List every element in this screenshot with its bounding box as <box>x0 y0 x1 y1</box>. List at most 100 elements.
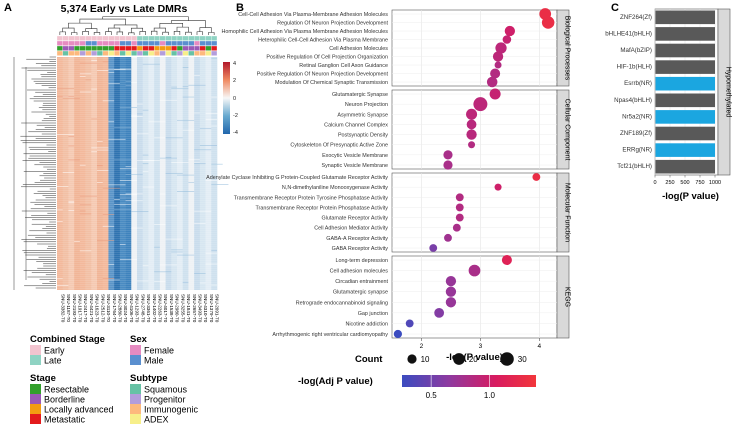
annotation-cell <box>91 40 98 46</box>
enrichment-dot <box>466 129 477 140</box>
annotation-cell <box>62 40 69 46</box>
legend-label-borderline: Borderline <box>44 395 85 405</box>
scale-tick-neg2: -2 <box>233 113 238 119</box>
motif-label: ERRg(NR) <box>622 147 652 154</box>
legend-label-early: Early <box>44 346 65 356</box>
annotation-cell <box>199 35 206 41</box>
annotation-cell <box>171 35 178 41</box>
sample-label: SNU-2512-T0 <box>100 294 105 323</box>
term-label: Transmembrane Receptor Protein Tyrosine … <box>234 195 389 201</box>
dendrogram-branch <box>150 30 158 35</box>
enrichment-dot <box>468 141 476 149</box>
annotation-cell <box>108 35 115 41</box>
facet-strip <box>556 255 570 339</box>
term-label: Cell Adhesion Mediator Activity <box>314 226 388 232</box>
annotation-cell <box>62 35 69 41</box>
annotation-cell <box>85 40 92 46</box>
enrichment-dot <box>445 275 457 287</box>
sample-label: SNU-1379-T0 <box>209 294 214 323</box>
sample-label: SNU-4310-T0 <box>203 294 208 323</box>
legend-swatch-immunogenic <box>130 404 141 414</box>
annotation-cell <box>56 35 63 41</box>
annotation-cell <box>56 50 63 56</box>
dendrogram-branch <box>162 31 169 35</box>
term-label: Cell adhesion molecules <box>330 269 389 275</box>
annotation-cell <box>136 35 143 41</box>
enrichment-dot <box>468 264 481 277</box>
term-label: Exocytic Vesicle Membrane <box>322 153 388 159</box>
annotation-cell <box>119 35 126 41</box>
legend-swatch-resectable <box>30 384 41 394</box>
enrichment-dot <box>494 183 502 191</box>
annotation-cell <box>91 50 98 56</box>
annotation-cell <box>79 40 86 46</box>
annotation-cell <box>165 40 172 46</box>
annotation-cell <box>165 35 172 41</box>
annotation-cell <box>91 35 98 41</box>
count-legend-label: 10 <box>421 355 430 364</box>
legend-title-combined-stage: Combined Stage <box>30 334 105 345</box>
heatmap-color-scale <box>223 62 230 134</box>
enrichment-dot <box>502 35 512 44</box>
enrichment-dot <box>504 25 516 37</box>
legend-swatch-squamous <box>130 384 141 394</box>
dendrogram-branch <box>85 28 98 33</box>
legend-title-subtype: Subtype <box>130 373 167 384</box>
legend-title-sex: Sex <box>130 334 148 345</box>
enrichment-dot <box>486 76 498 88</box>
annotation-cell <box>102 40 109 46</box>
annotation-cell <box>176 40 183 46</box>
annotation-cell <box>199 50 206 56</box>
annotation-cell <box>68 45 75 51</box>
dendrogram-branch <box>105 31 112 35</box>
enrichment-dot <box>452 223 461 232</box>
term-label: Cell Adhesion Molecules <box>329 46 388 52</box>
annotation-cell <box>102 35 109 41</box>
term-label: Retinal Ganglion Cell Axon Guidance <box>299 63 388 69</box>
sample-label: SNU-1623-T0 <box>95 294 100 323</box>
annotation-cell <box>205 50 212 56</box>
sample-label: SNU-2417-T0 <box>83 294 88 323</box>
dendrogram-branch <box>153 27 166 33</box>
annotation-cell <box>188 35 195 41</box>
dendrogram-branch <box>59 31 66 35</box>
annotation-cell <box>176 50 183 56</box>
sample-label: SNU-3382-T0 <box>60 294 65 323</box>
annotation-cell <box>193 35 201 41</box>
sample-label: SNU-2880-T0 <box>118 294 123 323</box>
annotation-cell <box>68 35 75 41</box>
annotation-cell <box>142 35 149 41</box>
legend-title-stage: Stage <box>30 373 56 384</box>
legend-swatch-male <box>130 355 141 365</box>
annotation-cell <box>148 50 155 56</box>
annotation-cell <box>113 40 121 46</box>
count-legend-title: Count <box>355 354 383 365</box>
enrichment-dot <box>445 297 457 308</box>
facet-strip-label: Molecular Function <box>564 183 571 242</box>
motif-bar <box>655 43 715 58</box>
motif-bar <box>655 93 715 108</box>
dendrogram-branch <box>79 18 126 25</box>
term-label: Retrograde endocannabinoid signaling <box>296 300 388 306</box>
annotation-cell <box>91 45 98 51</box>
legend-swatch-borderline <box>30 394 41 404</box>
annotation-cell <box>102 50 109 56</box>
motif-bar <box>655 27 715 41</box>
term-label: Cytoskeleton Of Presynaptic Active Zone <box>290 143 388 149</box>
term-label: Glutamate Receptor Activity <box>321 216 388 222</box>
adj-p-legend: -log(Adj P value) 0.5 1.0 <box>298 375 536 400</box>
count-legend-dot <box>407 354 417 364</box>
x-tick-label: 750 <box>695 180 704 186</box>
annotation-cell <box>131 35 138 41</box>
annotation-cell <box>136 50 143 56</box>
motif-bar <box>655 60 715 74</box>
legend-label-late: Late <box>44 356 62 366</box>
motif-label: Npas4(bHLH) <box>614 97 652 104</box>
motif-bar <box>655 76 715 91</box>
annotation-cell <box>211 45 218 51</box>
count-legend-label: 20 <box>469 355 478 364</box>
sample-label: SNU-4421-T0 <box>89 294 94 323</box>
term-label: Synaptic Vesicle Membrane <box>321 163 388 169</box>
annotation-cell <box>193 50 201 56</box>
annotation-cell <box>205 40 212 46</box>
